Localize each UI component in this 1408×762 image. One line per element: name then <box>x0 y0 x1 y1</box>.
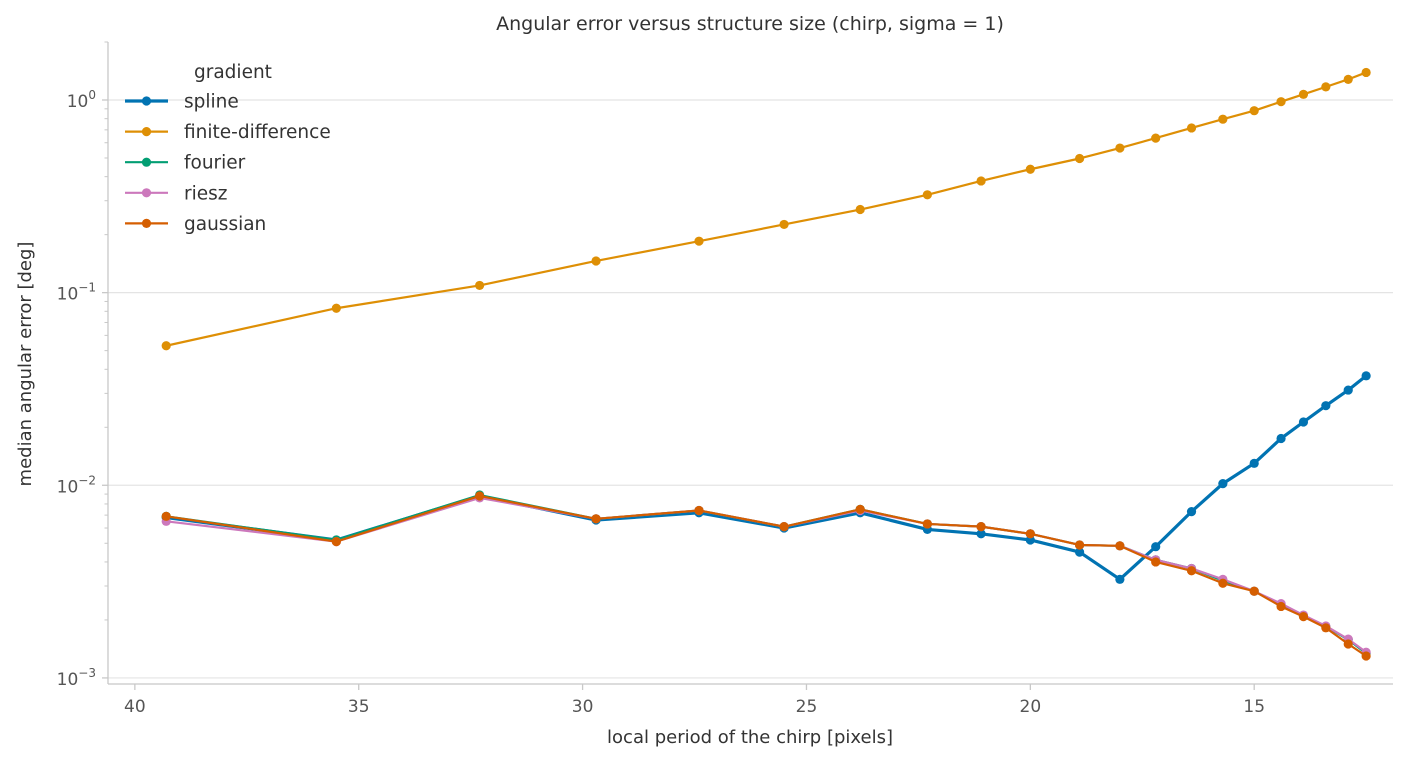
data-point-gaussian <box>1298 612 1309 622</box>
axes: 40 35 30 25 20 15 100 10−1 10−2 10−3 <box>57 41 1393 717</box>
data-point-gaussian <box>1151 557 1161 567</box>
x-axis-label: local period of the chirp [pixels] <box>607 727 893 748</box>
series-gaussian <box>161 491 1371 661</box>
x-tick-label: 25 <box>796 697 818 717</box>
data-point-finite-difference <box>1186 123 1197 133</box>
data-point-finite-difference <box>779 219 789 230</box>
data-point-gaussian <box>1343 639 1353 649</box>
legend-label: spline <box>184 92 239 113</box>
legend-swatch-marker <box>141 157 152 167</box>
data-point-gaussian <box>694 505 704 516</box>
data-point-gaussian <box>1025 529 1035 539</box>
data-point-gaussian <box>1115 541 1125 551</box>
data-point-finite-difference <box>1343 74 1353 84</box>
data-point-spline <box>1074 547 1085 557</box>
data-point-finite-difference <box>855 204 865 215</box>
legend: gradient spline finite-difference fourier ri… <box>125 62 331 235</box>
data-point-finite-difference <box>1074 153 1085 164</box>
legend-item-gaussian: gaussian <box>125 214 266 235</box>
series-finite-difference <box>161 67 1371 351</box>
data-point-finite-difference <box>1115 143 1125 153</box>
data-point-finite-difference <box>1298 89 1309 99</box>
legend-item-fourier: fourier <box>125 153 246 174</box>
data-point-finite-difference <box>976 176 986 186</box>
data-point-spline <box>1186 507 1197 517</box>
x-tick-label: 35 <box>348 697 370 717</box>
data-point-finite-difference <box>591 256 601 266</box>
legend-swatch-marker <box>141 96 152 106</box>
legend-item-spline: spline <box>125 92 239 113</box>
data-point-spline <box>1361 371 1371 381</box>
data-point-gaussian <box>1321 623 1331 633</box>
data-point-finite-difference <box>331 303 341 313</box>
x-tick-label: 20 <box>1020 697 1042 717</box>
data-point-gaussian <box>779 522 789 532</box>
legend-item-finite-difference: finite-difference <box>125 122 331 143</box>
data-point-spline <box>1249 458 1259 468</box>
y-axis-label: median angular error [deg] <box>15 242 36 487</box>
legend-swatch-marker <box>141 218 152 228</box>
y-tick-label: 10−3 <box>57 666 96 690</box>
data-point-gaussian <box>976 522 986 532</box>
data-point-gaussian <box>475 491 485 501</box>
data-point-finite-difference <box>1361 67 1371 78</box>
legend-label: riesz <box>184 183 227 204</box>
data-point-gaussian <box>1186 566 1197 576</box>
data-point-spline <box>1151 542 1161 552</box>
legend-label: fourier <box>184 153 246 174</box>
data-point-gaussian <box>1276 601 1286 612</box>
data-point-finite-difference <box>475 280 485 291</box>
series-group <box>161 67 1371 661</box>
data-point-finite-difference <box>1249 106 1259 116</box>
data-point-finite-difference <box>1321 82 1331 92</box>
data-point-finite-difference <box>1218 114 1228 124</box>
data-point-spline <box>1321 401 1331 411</box>
legend-label: gaussian <box>184 214 266 235</box>
data-point-finite-difference <box>161 341 171 351</box>
data-point-finite-difference <box>1025 164 1035 174</box>
y-tick-label: 10−1 <box>57 281 96 305</box>
data-point-finite-difference <box>1276 97 1286 107</box>
legend-swatch-marker <box>141 188 152 198</box>
legend-title: gradient <box>194 62 272 83</box>
data-point-spline <box>1115 574 1125 584</box>
data-point-gaussian <box>591 514 601 524</box>
x-tick-label: 30 <box>572 697 594 717</box>
data-point-finite-difference <box>1151 133 1161 143</box>
y-tick-label: 10−2 <box>57 473 96 497</box>
data-point-finite-difference <box>922 190 932 200</box>
data-point-gaussian <box>1361 651 1371 661</box>
y-tick-label: 100 <box>67 88 96 112</box>
legend-label: finite-difference <box>184 122 331 143</box>
data-point-spline <box>1298 417 1309 427</box>
x-tick-label: 15 <box>1243 697 1265 717</box>
grid-lines <box>108 99 1393 679</box>
data-point-gaussian <box>1218 578 1228 588</box>
data-point-spline <box>976 529 986 539</box>
data-point-gaussian <box>855 504 865 514</box>
data-point-spline <box>1218 479 1228 489</box>
chart-title: Angular error versus structure size (chi… <box>496 13 1004 35</box>
data-point-spline <box>1343 385 1353 395</box>
x-tick-label: 40 <box>124 697 146 717</box>
data-point-gaussian <box>922 519 932 529</box>
legend-item-riesz: riesz <box>125 183 227 204</box>
data-point-gaussian <box>1074 540 1085 550</box>
legend-swatch-marker <box>141 127 152 137</box>
data-point-gaussian <box>331 537 341 547</box>
data-point-finite-difference <box>694 236 704 246</box>
data-point-spline <box>1276 433 1286 444</box>
data-point-gaussian <box>161 511 171 521</box>
data-point-gaussian <box>1249 586 1259 596</box>
